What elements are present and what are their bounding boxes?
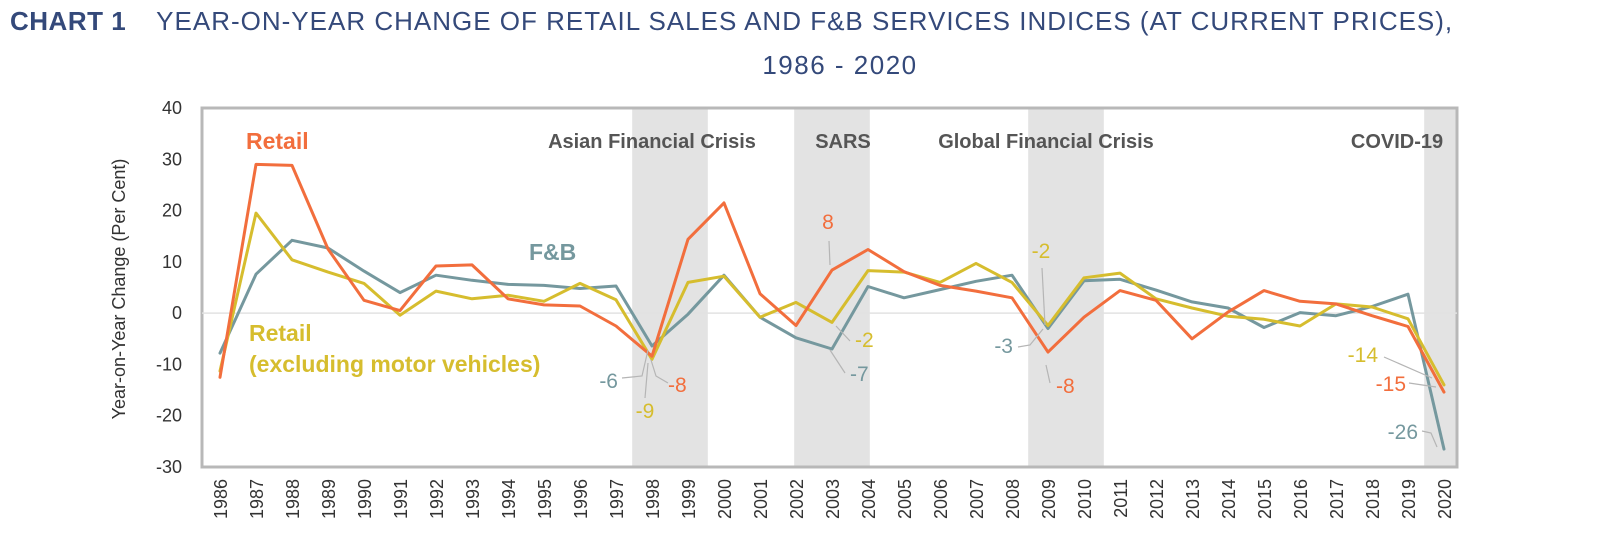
x-tick-label: 2011 bbox=[1111, 479, 1131, 518]
x-tick-label: 2008 bbox=[1003, 479, 1023, 519]
annotation-label: -26 bbox=[1388, 421, 1418, 444]
axis-ticks: -30 -20 -10 0 10 20 30 40 1986 1987 1988 1989 1990 19… bbox=[156, 98, 1455, 519]
annotation-leader bbox=[644, 362, 649, 399]
annotation-label: -2 bbox=[1032, 240, 1051, 263]
x-tick-label: 2009 bbox=[1039, 479, 1059, 519]
annotation-label: -2 bbox=[855, 329, 874, 352]
annotation-label: -15 bbox=[1376, 373, 1406, 396]
series-line-retail bbox=[218, 162, 1446, 394]
y-tick-label: 20 bbox=[162, 201, 182, 221]
annotation-leader bbox=[621, 349, 649, 379]
series-label-retail-ex-line1: Retail bbox=[249, 320, 312, 346]
x-tick-label: 2017 bbox=[1327, 479, 1347, 519]
annotation-leader bbox=[829, 349, 846, 374]
annotation-leader bbox=[828, 240, 831, 266]
shaded-periods bbox=[632, 109, 1456, 467]
x-tick-label: 2004 bbox=[859, 479, 879, 519]
shaded-period-1 bbox=[794, 109, 870, 467]
shaded-period-2 bbox=[1028, 109, 1104, 467]
annotations: 8 -2 -7 -6 -9 -8 -2 -3 -8 -14 -15 -26 bbox=[599, 211, 1438, 448]
x-tick-label: 2002 bbox=[787, 479, 807, 519]
x-tick-label: 1999 bbox=[679, 479, 699, 519]
annotation-label: -7 bbox=[850, 363, 869, 386]
x-tick-label: 1991 bbox=[391, 479, 411, 519]
x-tick-label: 2005 bbox=[895, 479, 915, 519]
x-tick-label: 1989 bbox=[319, 479, 339, 519]
chart-number-label: CHART 1 bbox=[10, 6, 127, 36]
annotation-label: -3 bbox=[994, 335, 1013, 358]
x-tick-label: 2007 bbox=[967, 479, 987, 519]
x-tick-label: 2012 bbox=[1147, 479, 1167, 519]
x-tick-label: 1994 bbox=[499, 479, 519, 519]
x-tick-label: 1988 bbox=[283, 479, 303, 519]
annotation-leader bbox=[1421, 430, 1438, 448]
crisis-label-covid: COVID-19 bbox=[1351, 131, 1443, 153]
crisis-label-asian: Asian Financial Crisis bbox=[548, 131, 756, 153]
plot-frame bbox=[200, 106, 1459, 469]
annotation-label: -9 bbox=[636, 400, 655, 423]
x-tick-label: 2000 bbox=[715, 479, 735, 519]
x-tick-label: 2015 bbox=[1255, 479, 1275, 519]
y-tick-label: -10 bbox=[156, 354, 182, 374]
y-tick-label: 30 bbox=[162, 149, 182, 169]
y-tick-label: -20 bbox=[156, 406, 182, 426]
y-tick-label: -30 bbox=[156, 457, 182, 477]
annotation-leader bbox=[1408, 382, 1437, 388]
crisis-label-sars: SARS bbox=[815, 131, 871, 153]
chart-title: YEAR-ON-YEAR CHANGE OF RETAIL SALES AND … bbox=[156, 6, 1454, 36]
y-tick-label: 40 bbox=[162, 98, 182, 118]
x-tick-label: 2020 bbox=[1435, 479, 1455, 519]
x-tick-label: 2013 bbox=[1183, 479, 1203, 519]
x-tick-label: 2010 bbox=[1075, 479, 1095, 519]
title-line-1: CHART 1 YEAR-ON-YEAR CHANGE OF RETAIL SAL… bbox=[10, 6, 1453, 37]
annotation-label: -8 bbox=[668, 374, 687, 397]
x-tick-label: 1996 bbox=[571, 479, 591, 519]
annotation-leader bbox=[1017, 328, 1044, 348]
chart-grid bbox=[200, 106, 1459, 469]
annotation-label: -8 bbox=[1056, 375, 1075, 398]
annotation-leader bbox=[1383, 356, 1433, 379]
series-lines bbox=[218, 162, 1446, 451]
annotation-leader bbox=[1045, 364, 1051, 384]
series-label-retail-ex: Retail (excluding motor vehicles) bbox=[249, 320, 540, 377]
series-line-retail-ex bbox=[218, 211, 1446, 387]
x-tick-label: 1992 bbox=[427, 479, 447, 519]
x-tick-label: 2018 bbox=[1363, 479, 1383, 519]
x-tick-label: 1986 bbox=[211, 479, 231, 519]
crisis-label-gfc: Global Financial Crisis bbox=[938, 131, 1154, 153]
x-tick-label: 2001 bbox=[751, 479, 771, 519]
y-tick-label: 10 bbox=[162, 252, 182, 272]
annotation-label: 8 bbox=[822, 211, 834, 234]
shaded-period-0 bbox=[632, 109, 708, 467]
y-tick-label: 0 bbox=[172, 303, 182, 323]
chart-title-line-2: 1986 - 2020 bbox=[762, 50, 918, 80]
shaded-period-3 bbox=[1424, 109, 1456, 467]
x-tick-label: 2016 bbox=[1291, 479, 1311, 519]
chart-labels: Year-on-Year Change (Per Cent) Asian Fin… bbox=[109, 128, 1443, 419]
y-axis-title: Year-on-Year Change (Per Cent) bbox=[109, 159, 129, 420]
series-label-retail: Retail bbox=[246, 128, 309, 154]
x-tick-label: 1987 bbox=[247, 479, 267, 519]
x-tick-label: 1997 bbox=[607, 479, 627, 519]
x-tick-label: 1993 bbox=[463, 479, 483, 519]
annotation-label: -14 bbox=[1348, 344, 1379, 367]
x-tick-label: 2019 bbox=[1399, 479, 1419, 519]
annotation-leader bbox=[650, 359, 669, 384]
x-tick-label: 1990 bbox=[355, 479, 375, 519]
x-tick-label: 2006 bbox=[931, 479, 951, 519]
series-label-fnb: F&B bbox=[529, 239, 576, 265]
x-tick-label: 2003 bbox=[823, 479, 843, 519]
annotation-label: -6 bbox=[599, 370, 618, 393]
x-tick-label: 1995 bbox=[535, 479, 555, 519]
series-label-retail-ex-line2: (excluding motor vehicles) bbox=[249, 351, 540, 377]
x-tick-label: 1998 bbox=[643, 479, 663, 519]
annotation-leader bbox=[835, 325, 851, 342]
x-tick-label: 2014 bbox=[1219, 479, 1239, 519]
annotation-leader bbox=[1041, 267, 1046, 326]
